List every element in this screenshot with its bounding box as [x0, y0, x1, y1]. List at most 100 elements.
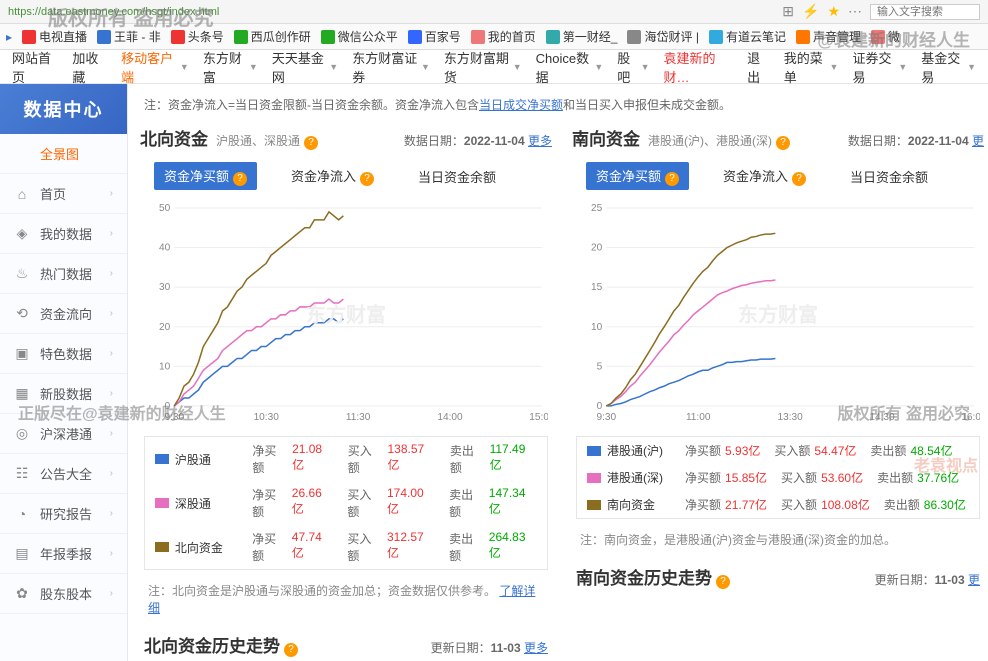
north-history-more[interactable]: 更多: [524, 641, 548, 655]
north-date: 数据日期：2022-11-04 更多: [404, 132, 552, 149]
sidebar-item[interactable]: ☷公告大全›: [0, 454, 127, 494]
footnote-link[interactable]: 了解详细: [148, 584, 535, 615]
help-icon[interactable]: ?: [716, 575, 730, 589]
apps-icon[interactable]: ⊞: [782, 3, 794, 20]
nav-right-item[interactable]: 证券交易▼: [852, 48, 907, 86]
menu-icon[interactable]: ⋯: [848, 3, 862, 20]
browser-address-bar: https://data.eastmoney.com/hsgt/index.ht…: [0, 0, 988, 24]
south-more-link[interactable]: 更: [972, 134, 984, 148]
nav-right-item[interactable]: 基金交易▼: [921, 48, 976, 86]
legend-row: 深股通 净买额26.66亿 买入额174.00亿 卖出额147.34亿: [145, 481, 547, 525]
sidebar-item[interactable]: ⌂首页›: [0, 174, 127, 214]
nav-right-item[interactable]: 我的菜单▼: [784, 48, 839, 86]
south-tabs: 资金净买额? 资金净流入? 当日资金余额: [568, 156, 988, 194]
bookmark-item[interactable]: 王菲 - 非: [97, 28, 161, 45]
sidebar-icon: [14, 146, 30, 162]
bookmark-bar: ▸ 电视直播王菲 - 非头条号西瓜创作研微信公众平百家号我的首页第一财经_ 海岱财…: [0, 24, 988, 50]
bookmarks-icon[interactable]: ▸: [6, 30, 12, 44]
nav-favorite[interactable]: 加收藏: [72, 48, 107, 86]
svg-text:40: 40: [159, 243, 171, 254]
north-tab[interactable]: 资金净买额?: [154, 162, 257, 190]
south-tab[interactable]: 当日资金余额: [840, 163, 938, 190]
help-icon[interactable]: ?: [284, 643, 298, 657]
star-icon[interactable]: ★: [827, 3, 840, 20]
nav-menu-item[interactable]: Choice数据▼: [536, 48, 604, 86]
legend-swatch: [155, 498, 169, 508]
sidebar-item[interactable]: ◈我的数据›: [0, 214, 127, 254]
sidebar-label: 年报季报: [40, 544, 92, 563]
help-icon[interactable]: ?: [776, 136, 790, 150]
nav-home[interactable]: 网站首页: [12, 48, 58, 86]
sidebar-item[interactable]: ◔研究报告›: [0, 494, 127, 534]
south-subtitle: 港股通(沪)、港股通(深): [648, 132, 772, 149]
sidebar-item[interactable]: ◎沪深港通›: [0, 414, 127, 454]
nav-user-highlight[interactable]: 袁建新的财…: [664, 48, 734, 86]
sidebar-icon: ☷: [14, 466, 30, 482]
legend-swatch: [155, 542, 169, 552]
lightning-icon[interactable]: ⚡: [802, 3, 819, 20]
sidebar-item[interactable]: 全景图: [0, 134, 127, 174]
bookmark-item[interactable]: 西瓜创作研: [234, 28, 311, 45]
svg-text:20: 20: [159, 322, 171, 333]
sidebar-item[interactable]: ⟲资金流向›: [0, 294, 127, 334]
south-tab[interactable]: 资金净流入?: [713, 162, 816, 190]
bookmark-item[interactable]: 第一财经_: [546, 28, 618, 45]
sidebar-icon: ⌂: [14, 186, 30, 202]
note-link[interactable]: 当日成交净买额: [479, 98, 563, 112]
nav-menu-item[interactable]: 东方财富证券▼: [352, 48, 430, 86]
bookmark-item[interactable]: 电视直播: [22, 28, 87, 45]
south-history-more[interactable]: 更: [968, 573, 980, 587]
bookmark-item[interactable]: 我的首页: [471, 28, 536, 45]
south-title: 南向资金: [572, 125, 640, 150]
north-tab[interactable]: 当日资金余额: [408, 163, 506, 190]
north-chart: 东方财富 010203040509:3010:3011:3014:0015:00: [144, 198, 548, 428]
south-tab[interactable]: 资金净买额?: [586, 162, 689, 190]
bookmark-item[interactable]: 微: [871, 28, 900, 45]
content: 注：资金净流入=当日资金限额-当日资金余额。资金净流入包含当日成交净买额和当日买…: [128, 84, 988, 661]
south-date: 数据日期：2022-11-04 更: [848, 132, 984, 149]
svg-text:10: 10: [159, 361, 171, 372]
legend-swatch: [587, 473, 601, 483]
bookmark-item[interactable]: 微信公众平: [321, 28, 398, 45]
bookmark-item[interactable]: 声音管理: [796, 28, 861, 45]
south-chart: 东方财富 05101520259:3011:0013:3014:3016:00: [576, 198, 980, 428]
bookmark-item[interactable]: 百家号: [408, 28, 461, 45]
north-subtitle: 沪股通、深股通: [216, 132, 300, 149]
nav-menu-item[interactable]: 东方财富期货▼: [444, 48, 522, 86]
north-more-link[interactable]: 更多: [528, 134, 552, 148]
legend-row: 港股通(沪) 净买额5.93亿 买入额54.47亿 卖出额48.54亿: [577, 437, 979, 464]
browser-search-input[interactable]: [870, 4, 980, 20]
nav-mobile[interactable]: 移动客户端▼: [121, 48, 189, 86]
sidebar-icon: ⟲: [14, 306, 30, 322]
sidebar-item[interactable]: ▤年报季报›: [0, 534, 127, 574]
sidebar-item[interactable]: ♨热门数据›: [0, 254, 127, 294]
sidebar-icon: ♨: [14, 266, 30, 282]
bookmark-item[interactable]: 头条号: [171, 28, 224, 45]
sidebar-icon: ◔: [14, 506, 30, 522]
svg-text:50: 50: [159, 203, 171, 214]
svg-text:25: 25: [591, 203, 603, 214]
sidebar-item[interactable]: ▦新股数据›: [0, 374, 127, 414]
bookmark-item[interactable]: 有道云笔记: [709, 28, 786, 45]
south-history-date: 更新日期：11-03 更: [875, 571, 980, 588]
north-history-title: 北向资金历史走势: [144, 632, 280, 657]
nav-menu-item[interactable]: 天天基金网▼: [272, 48, 338, 86]
south-footnote: 注：南向资金，是港股通(沪)资金与港股通(深)资金的加总。: [568, 527, 988, 552]
sidebar-item[interactable]: ▣特色数据›: [0, 334, 127, 374]
top-note: 注：资金净流入=当日资金限额-当日资金余额。资金净流入包含当日成交净买额和当日买…: [136, 92, 988, 117]
north-tab[interactable]: 资金净流入?: [281, 162, 384, 190]
bookmark-item[interactable]: 海岱财评 |: [627, 28, 698, 45]
nav-menu-item[interactable]: 股吧▼: [617, 48, 649, 86]
svg-text:16:00: 16:00: [961, 412, 980, 423]
sidebar-label: 全景图: [40, 144, 79, 163]
svg-text:11:30: 11:30: [346, 412, 371, 423]
svg-text:13:30: 13:30: [777, 412, 803, 423]
nav-menu-item[interactable]: 东方财富▼: [203, 48, 258, 86]
sidebar-item[interactable]: ✿股东股本›: [0, 574, 127, 614]
legend-name: 南向资金: [607, 496, 679, 513]
nav-right-item[interactable]: 退出: [747, 48, 770, 86]
north-legend: 沪股通 净买额21.08亿 买入额138.57亿 卖出额117.49亿 深股通 …: [144, 436, 548, 570]
help-icon[interactable]: ?: [304, 136, 318, 150]
svg-text:9:30: 9:30: [164, 412, 184, 423]
sidebar-header: 数据中心: [0, 84, 127, 134]
